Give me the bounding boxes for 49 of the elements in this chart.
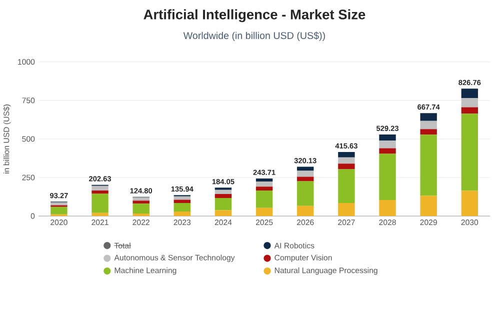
bar <box>132 197 150 201</box>
bar <box>461 88 478 98</box>
bar <box>297 176 314 182</box>
bar <box>338 169 355 203</box>
bar <box>461 190 478 216</box>
chart-subtitle: Worldwide (in billion USD (US$)) <box>183 32 325 41</box>
bar <box>297 170 314 177</box>
bar <box>338 164 355 170</box>
bar <box>461 107 478 114</box>
bar <box>256 190 273 208</box>
bar <box>379 134 396 141</box>
bar <box>174 211 191 216</box>
bar <box>297 181 314 206</box>
bar <box>379 148 396 154</box>
bar <box>420 129 437 135</box>
bar <box>256 186 273 190</box>
bar <box>214 210 232 216</box>
bar <box>214 198 232 210</box>
bar <box>420 113 437 121</box>
bar <box>338 157 355 164</box>
bar <box>420 134 437 196</box>
bar <box>174 202 191 212</box>
bar <box>92 190 108 194</box>
bar <box>132 213 150 216</box>
bar <box>338 202 355 216</box>
bar <box>92 212 108 216</box>
bar <box>379 200 396 216</box>
bar <box>92 194 108 213</box>
bar <box>420 120 437 130</box>
bar <box>214 194 232 198</box>
bar <box>256 178 273 182</box>
bar <box>256 182 273 187</box>
bar <box>50 206 68 214</box>
chart-title: Artificial Intelligence - Market Size <box>144 9 366 22</box>
bar <box>256 208 273 216</box>
bar <box>92 186 108 190</box>
bar <box>297 166 314 171</box>
bar <box>379 140 396 148</box>
bar <box>338 152 355 158</box>
bar <box>214 190 232 194</box>
bar <box>132 204 150 214</box>
bar <box>174 200 191 203</box>
bar <box>132 200 150 204</box>
bar <box>420 196 437 216</box>
bar <box>50 202 68 206</box>
bar <box>461 98 478 108</box>
bar <box>379 154 396 200</box>
bar <box>461 114 478 191</box>
bar <box>297 206 314 216</box>
